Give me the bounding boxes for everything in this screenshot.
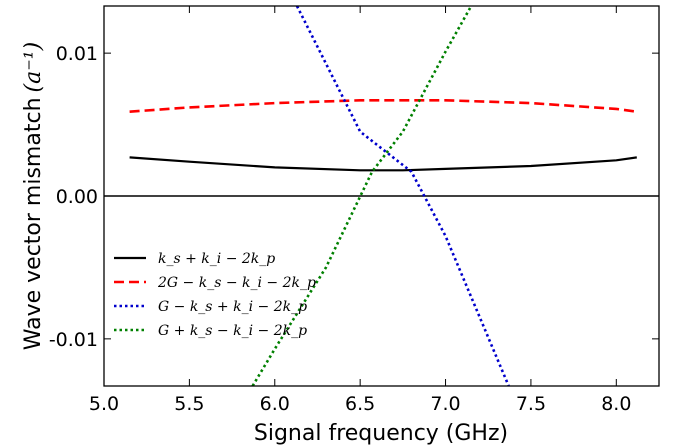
legend-label: G − k_s + k_i − 2k_p [158,299,307,315]
y-axis-label: Wave vector mismatch (a⁻¹) [21,42,46,350]
x-tick-label: 5.0 [89,393,119,415]
y-tick-label: -0.01 [49,329,98,351]
x-tick-label: 7.0 [430,393,460,415]
legend-label: k_s + k_i − 2k_p [158,251,275,267]
legend-label: G + k_s − k_i − 2k_p [158,323,307,339]
series-line-2 [129,99,637,113]
x-tick-label: 7.5 [516,393,546,415]
ticks-layer: 5.0 5.5 6.0 6.5 7.0 7.5 8.0 -0.01 0.00 0.01 [49,6,659,415]
legend-label: 2G − k_s − k_i − 2k_p [157,275,316,291]
y-tick-label: 0.00 [56,186,98,208]
x-tick-label: 5.5 [174,393,204,415]
y-axis-label-unit: (a⁻¹) [21,42,46,93]
x-tick-label: 8.0 [601,393,631,415]
series-line-4 [251,6,473,386]
plot-frame [103,5,660,387]
legend: k_s + k_i − 2k_p 2G − k_s − k_i − 2k_p G −… [114,251,316,339]
x-tick-label: 6.0 [260,393,290,415]
series-line-1 [129,156,637,172]
y-axis-label-main: Wave vector mismatch [21,97,46,350]
x-axis-label: Signal frequency (GHz) [254,421,508,446]
y-tick-label: 0.01 [56,43,98,65]
x-tick-label: 6.5 [345,393,375,415]
series-layer [129,6,637,386]
series-line-3 [295,6,510,386]
